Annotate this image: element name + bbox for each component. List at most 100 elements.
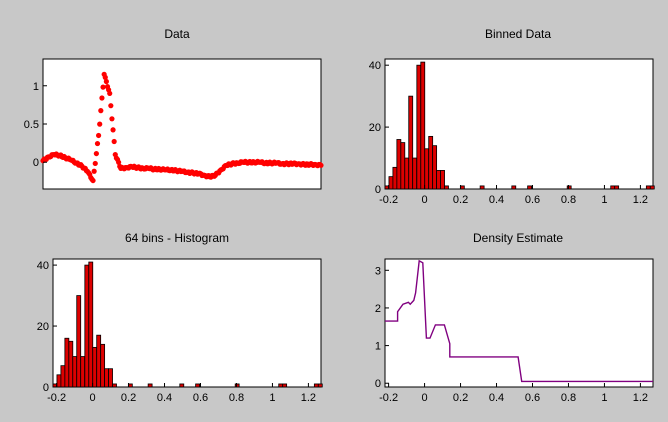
histogram-plot-title: 64 bins - Histogram [125,231,229,245]
density-estimate-plot-x-tick-label: 0.2 [453,392,468,404]
histogram-plot-y-tick-label: 20 [37,321,49,333]
histogram-plot-x-tick-label: 0.4 [157,392,172,404]
data-plot-point [91,168,97,174]
data-plot-point [100,84,106,90]
data-plot-point [318,162,324,168]
data-plot-point [97,121,103,127]
density-estimate-plot-y-tick-label: 3 [375,265,381,277]
histogram-plot-bar [112,383,117,388]
histogram-plot-bar [84,264,90,388]
binned-data-plot-bar [444,185,449,190]
binned-data-plot-y-tick-label: 40 [369,60,381,72]
histogram-plot-x-tick-label: 1 [269,392,275,404]
data-plot-point [90,177,96,184]
histogram-plot-bar [313,383,319,388]
data-plot-point [99,95,105,101]
binned-data-plot-marks [384,61,655,190]
binned-data-plot-bar [645,185,651,190]
binned-data-plot-y-tick-label: 20 [369,122,381,134]
binned-data-plot-bar [610,185,616,190]
density-estimate-plot-y-tick-label: 2 [375,303,381,315]
data-plot-point [96,132,102,139]
histogram-plot-y-tick-label: 40 [37,260,49,272]
data-plot-point [93,150,99,157]
histogram-plot-bar [60,365,66,388]
histogram-plot-x-tick-label: -0.2 [47,392,66,404]
histogram-plot-bar [317,383,323,388]
density-estimate-plot: Density Estimate 0 1 2 3 -0.2 0 0.2 0.4 0.6 0.8 1 1… [375,231,654,404]
binned-data-plot-bar [479,185,485,190]
density-estimate-plot-x-tick-label: -0.2 [379,392,398,404]
binned-data-plot-bar [412,157,418,190]
data-plot-point [108,103,114,109]
data-plot-point [102,74,108,80]
density-estimate-plot-x-tick-label: 1.2 [633,392,648,404]
binned-data-plot-bar [428,135,434,190]
data-plot-y-tick-label: 0 [33,157,39,169]
data-plot-point [94,140,101,147]
histogram-plot-bar [104,368,109,388]
binned-data-plot-bar [408,95,414,190]
binned-data-plot-bar [440,170,445,190]
data-plot-point [98,108,104,114]
histogram-plot-y-tick-label: 0 [43,382,49,394]
histogram-plot-bar [179,383,185,388]
data-plot-point [111,138,117,145]
binned-data-plot-bar [566,185,572,190]
binned-data-plot-bar [404,157,410,190]
binned-data-plot-bar [436,170,441,190]
histogram-plot-bar [108,368,113,388]
binned-data-plot-bar [649,185,655,190]
data-plot-point [107,90,113,97]
binned-data-plot-x-tick-label: -0.2 [379,194,398,206]
data-plot-point [109,116,115,122]
density-estimate-plot-x-tick-label: 0 [422,392,428,404]
histogram-plot-bar [68,340,74,388]
histogram-plot-x-tick-label: 0.6 [193,392,208,404]
data-plot-y-tick-label: 1 [33,81,39,93]
binned-data-plot-bar [388,176,394,190]
density-estimate-plot-marks [385,259,653,383]
density-estimate-plot-title: Density Estimate [473,231,563,245]
histogram-plot-bar [234,383,240,388]
histogram-plot-bar [56,374,62,388]
histogram-plot-bar [278,383,284,388]
density-estimate-plot-x-tick-label: 0.6 [525,392,540,404]
binned-data-plot-bar [420,61,426,190]
binned-data-plot-bar [432,145,438,190]
binned-data-plot-bar [614,185,620,190]
data-plot: Data 00.51 [24,27,324,190]
data-plot-point [103,78,109,85]
histogram-plot-bar [64,337,70,388]
binned-data-plot-bar [416,64,422,190]
histogram-plot-bar [195,383,200,388]
histogram-plot-bar [88,261,94,388]
binned-data-plot-x-tick-label: 0.4 [489,194,504,206]
data-plot-point [110,127,116,133]
binned-data-plot-bar [392,166,398,190]
binned-data-plot-bar [527,185,532,190]
density-estimate-plot-x-tick-label: 1 [601,392,607,404]
density-estimate-plot-y-tick-label: 1 [375,341,381,353]
histogram-plot-bar [80,356,86,388]
data-plot-title: Data [164,27,190,41]
histogram-plot-x-tick-label: 0 [90,392,96,404]
histogram-plot-x-tick-label: 0.8 [229,392,244,404]
histogram-plot-x-tick-label: 0.2 [121,392,136,404]
binned-data-plot-bar [396,139,402,190]
histogram-plot-bar [72,356,78,388]
binned-data-plot-y-tick-label: 0 [375,184,381,196]
histogram-plot-marks [52,261,323,388]
binned-data-plot-x-tick-label: 0.8 [561,194,576,206]
histogram-plot-x-tick-label: 1.2 [301,392,316,404]
binned-data-plot-x-tick-label: 1 [601,194,607,206]
density-estimate-plot-y-tick-label: 0 [375,378,381,390]
histogram-plot-bar [92,346,98,388]
density-estimate-plot-x-tick-label: 0.8 [561,392,576,404]
histogram-plot-bar [147,383,153,388]
